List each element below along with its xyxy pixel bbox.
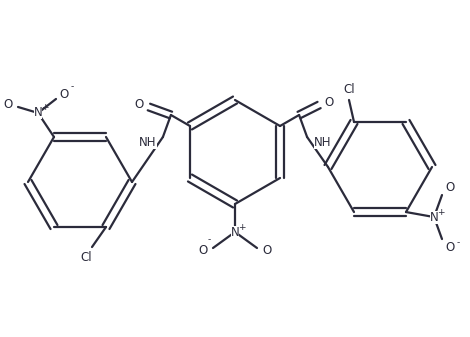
Text: -: -: [456, 239, 460, 248]
Text: -: -: [70, 83, 74, 91]
Text: N: N: [231, 225, 239, 239]
Text: O: O: [446, 181, 454, 193]
Text: O: O: [198, 244, 208, 256]
Text: N: N: [34, 106, 42, 120]
Text: Cl: Cl: [343, 84, 355, 96]
Text: O: O: [262, 244, 272, 256]
Text: O: O: [3, 98, 13, 112]
Text: +: +: [238, 222, 246, 232]
Text: O: O: [59, 89, 69, 101]
Text: +: +: [437, 208, 445, 217]
Text: NH: NH: [139, 135, 157, 149]
Text: Cl: Cl: [80, 250, 92, 264]
Text: NH: NH: [314, 135, 332, 149]
Text: O: O: [446, 241, 454, 253]
Text: O: O: [134, 98, 143, 112]
Text: O: O: [324, 96, 334, 110]
Text: +: +: [41, 103, 49, 113]
Text: -: -: [207, 236, 211, 245]
Text: N: N: [430, 211, 439, 223]
